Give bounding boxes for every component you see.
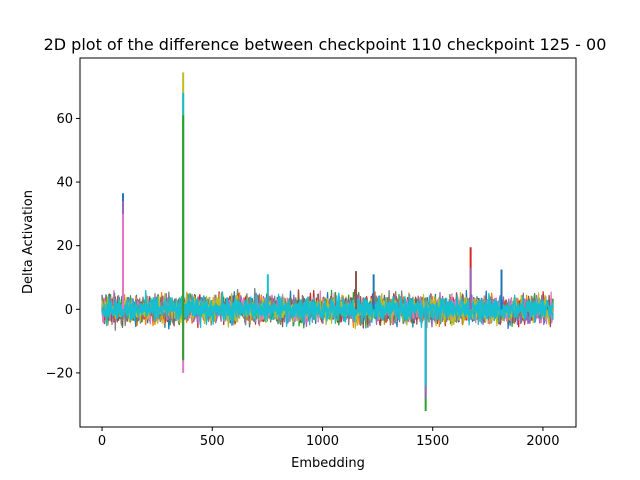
- y-tick-label: 40: [56, 176, 73, 191]
- series-layer: [101, 72, 554, 412]
- x-tick-label: 1500: [416, 434, 449, 449]
- y-tick-label: 0: [65, 303, 73, 318]
- y-axis-label: Delta Activation: [21, 190, 36, 294]
- x-axis: 0 500 1000 1500 2000: [98, 427, 559, 449]
- y-tick-label: 60: [56, 112, 73, 127]
- plot-area: [79, 57, 577, 428]
- y-axis: −20 0 20 40 60: [46, 112, 80, 381]
- x-tick-label: 2000: [526, 434, 559, 449]
- series-line-overlay: [101, 297, 554, 322]
- chart-title: 2D plot of the difference between checkp…: [44, 35, 607, 54]
- y-tick-label: 20: [56, 239, 73, 254]
- x-axis-label: Embedding: [291, 456, 365, 471]
- y-tick-label: −20: [46, 366, 73, 381]
- plot-frame: [79, 57, 577, 428]
- x-tick-label: 500: [200, 434, 225, 449]
- x-tick-label: 1000: [306, 434, 339, 449]
- x-tick-label: 0: [98, 434, 106, 449]
